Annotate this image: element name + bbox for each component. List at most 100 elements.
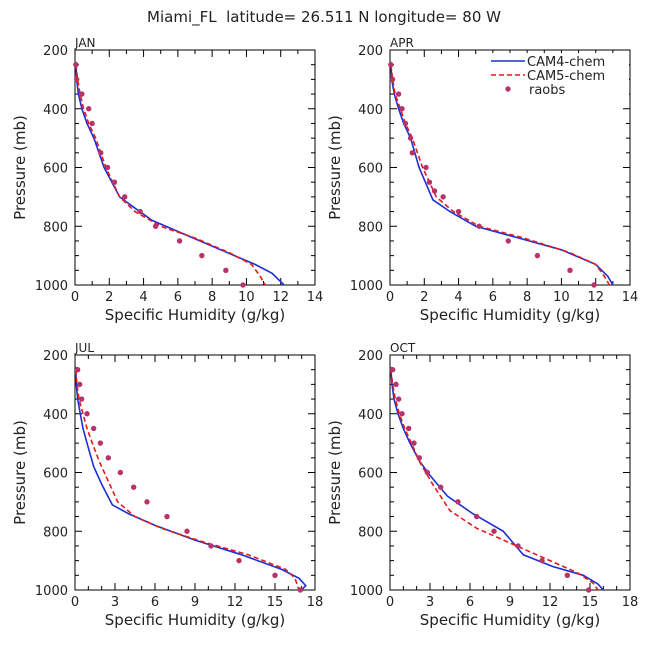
x-tick-label: 12 [587, 290, 604, 305]
raobs-point [455, 499, 461, 505]
raobs-point [585, 587, 592, 593]
raobs-point [564, 572, 571, 579]
raobs-point [411, 440, 417, 446]
raobs-point [176, 238, 183, 244]
x-tick-label: 0 [71, 595, 79, 610]
x-tick-label: 15 [267, 595, 284, 610]
x-tick-label: 4 [139, 290, 147, 305]
y-tick-label: 800 [358, 525, 383, 540]
y-tick-label: 1000 [350, 584, 383, 599]
y-tick-label: 800 [358, 220, 383, 235]
raobs-point [424, 469, 431, 476]
raobs-point [236, 557, 242, 564]
y-tick-label: 600 [43, 467, 68, 482]
panel-title: JAN [74, 36, 96, 50]
raobs-point [89, 120, 95, 127]
cam5-chem-line [75, 64, 266, 286]
y-axis-label: Pressure (mb) [326, 420, 344, 525]
raobs-point [122, 194, 128, 200]
raobs-point [402, 120, 409, 127]
y-tick-label: 200 [358, 349, 383, 364]
raobs-point [405, 425, 412, 432]
cam5-chem-line [389, 369, 599, 591]
x-tick-label: 0 [386, 290, 394, 305]
x-axis-label: Specific Humidity (g/kg) [420, 611, 600, 629]
figure-title: Miami_FL latitude= 26.511 N longitude= 8… [147, 8, 501, 27]
x-axis-label: Specific Humidity (g/kg) [420, 306, 600, 324]
raobs-point [164, 513, 170, 520]
x-tick-label: 8 [208, 290, 216, 305]
x-tick-label: 18 [622, 595, 639, 610]
raobs-point [73, 61, 79, 68]
x-tick-label: 18 [307, 595, 324, 610]
raobs-point [389, 366, 396, 373]
raobs-point [539, 557, 545, 564]
y-tick-label: 600 [43, 162, 68, 177]
y-tick-label: 1000 [35, 279, 68, 294]
raobs-point [111, 179, 118, 185]
legend-raobs-label: raobs [529, 83, 566, 98]
raobs-point [74, 366, 81, 373]
raobs-point [137, 208, 143, 215]
y-tick-label: 600 [358, 162, 383, 177]
y-tick-label: 200 [358, 44, 383, 59]
x-tick-label: 9 [191, 595, 199, 610]
raobs-point [567, 267, 573, 274]
raobs-point [473, 513, 480, 520]
x-tick-label: 6 [151, 595, 159, 610]
y-tick-label: 400 [358, 103, 383, 118]
raobs-point [184, 528, 190, 534]
raobs-point [90, 425, 97, 432]
raobs-point [272, 572, 278, 579]
x-tick-label: 14 [307, 290, 324, 305]
y-tick-label: 400 [358, 408, 383, 423]
raobs-point [591, 282, 597, 288]
x-tick-label: 2 [420, 290, 428, 305]
x-axis-label: Specific Humidity (g/kg) [105, 306, 285, 324]
x-tick-label: 10 [238, 290, 255, 305]
panel-title: OCT [390, 341, 416, 355]
x-axis-label: Specific Humidity (g/kg) [105, 611, 285, 629]
raobs-point [208, 543, 214, 549]
cam4-chem-line [74, 366, 307, 591]
raobs-point [395, 396, 402, 402]
y-axis-label: Pressure (mb) [11, 115, 29, 220]
x-tick-label: 12 [227, 595, 244, 610]
x-tick-label: 6 [466, 595, 474, 610]
cam5-chem-line [390, 64, 611, 286]
y-tick-label: 400 [43, 103, 68, 118]
x-tick-label: 14 [622, 290, 639, 305]
raobs-point [97, 440, 104, 446]
y-tick-label: 400 [43, 408, 68, 423]
legend-cam4-label: CAM4-chem [527, 55, 605, 70]
x-tick-label: 4 [454, 290, 462, 305]
raobs-point [476, 223, 482, 229]
cam5-chem-line [74, 369, 300, 591]
raobs-point [437, 484, 444, 490]
x-tick-label: 3 [111, 595, 119, 610]
x-tick-label: 2 [105, 290, 113, 305]
raobs-point [426, 179, 433, 185]
raobs-point [98, 150, 104, 156]
y-tick-label: 1000 [35, 584, 68, 599]
raobs-point [78, 396, 85, 402]
x-tick-label: 9 [506, 595, 514, 610]
x-tick-label: 6 [489, 290, 497, 305]
x-tick-label: 10 [553, 290, 570, 305]
y-axis-label: Pressure (mb) [326, 115, 344, 220]
raobs-point [117, 469, 124, 476]
cam4-chem-line [390, 61, 614, 286]
raobs-point [84, 411, 90, 417]
raobs-point [395, 91, 402, 97]
raobs-point [399, 106, 405, 112]
raobs-point [144, 499, 150, 505]
raobs-point [416, 455, 423, 461]
y-tick-label: 800 [43, 525, 68, 540]
raobs-point [388, 61, 394, 68]
raobs-point [423, 164, 429, 171]
legend-raobs-swatch [505, 86, 511, 92]
